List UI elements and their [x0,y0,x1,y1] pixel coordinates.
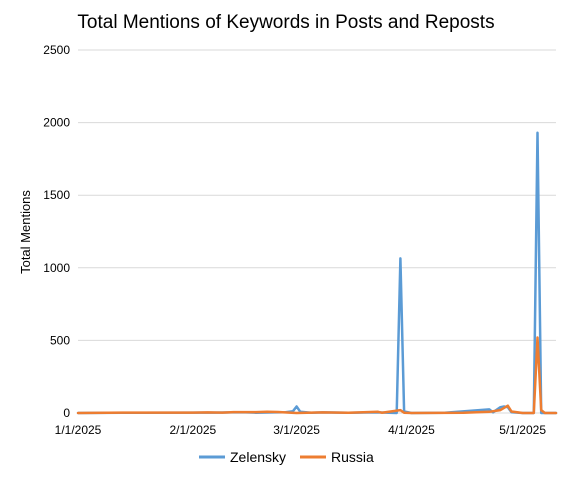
x-tick-3/1/2025: 3/1/2025 [273,423,320,437]
y-tick-500: 500 [50,333,70,347]
y-tick-2500: 2500 [43,43,70,57]
y-tick-0: 0 [63,406,70,420]
y-tick-1000: 1000 [43,261,70,275]
x-tick-4/1/2025: 4/1/2025 [388,423,435,437]
chart-title: Total Mentions of Keywords in Posts and … [77,12,494,33]
y-axis-label: Total Mentions [18,190,33,274]
y-tick-labels: 0 500 1000 1500 2000 2500 [43,43,70,420]
grid-lines [78,49,556,414]
legend-label-russia: Russia [331,449,374,465]
y-tick-2000: 2000 [43,116,70,130]
legend-label-zelensky: Zelensky [230,449,286,465]
series-line-russia [76,336,558,415]
y-tick-1500: 1500 [43,188,70,202]
x-tick-5/1/2025: 5/1/2025 [499,423,546,437]
series-lines [76,131,558,415]
x-tick-labels: 1/1/2025 2/1/2025 3/1/2025 4/1/2025 5/1/2025 [55,423,547,437]
x-tick-2/1/2025: 2/1/2025 [170,423,217,437]
x-tick-1/1/2025: 1/1/2025 [55,423,102,437]
series-line-zelensky [76,131,558,415]
legend: Zelensky Russia [199,449,374,465]
